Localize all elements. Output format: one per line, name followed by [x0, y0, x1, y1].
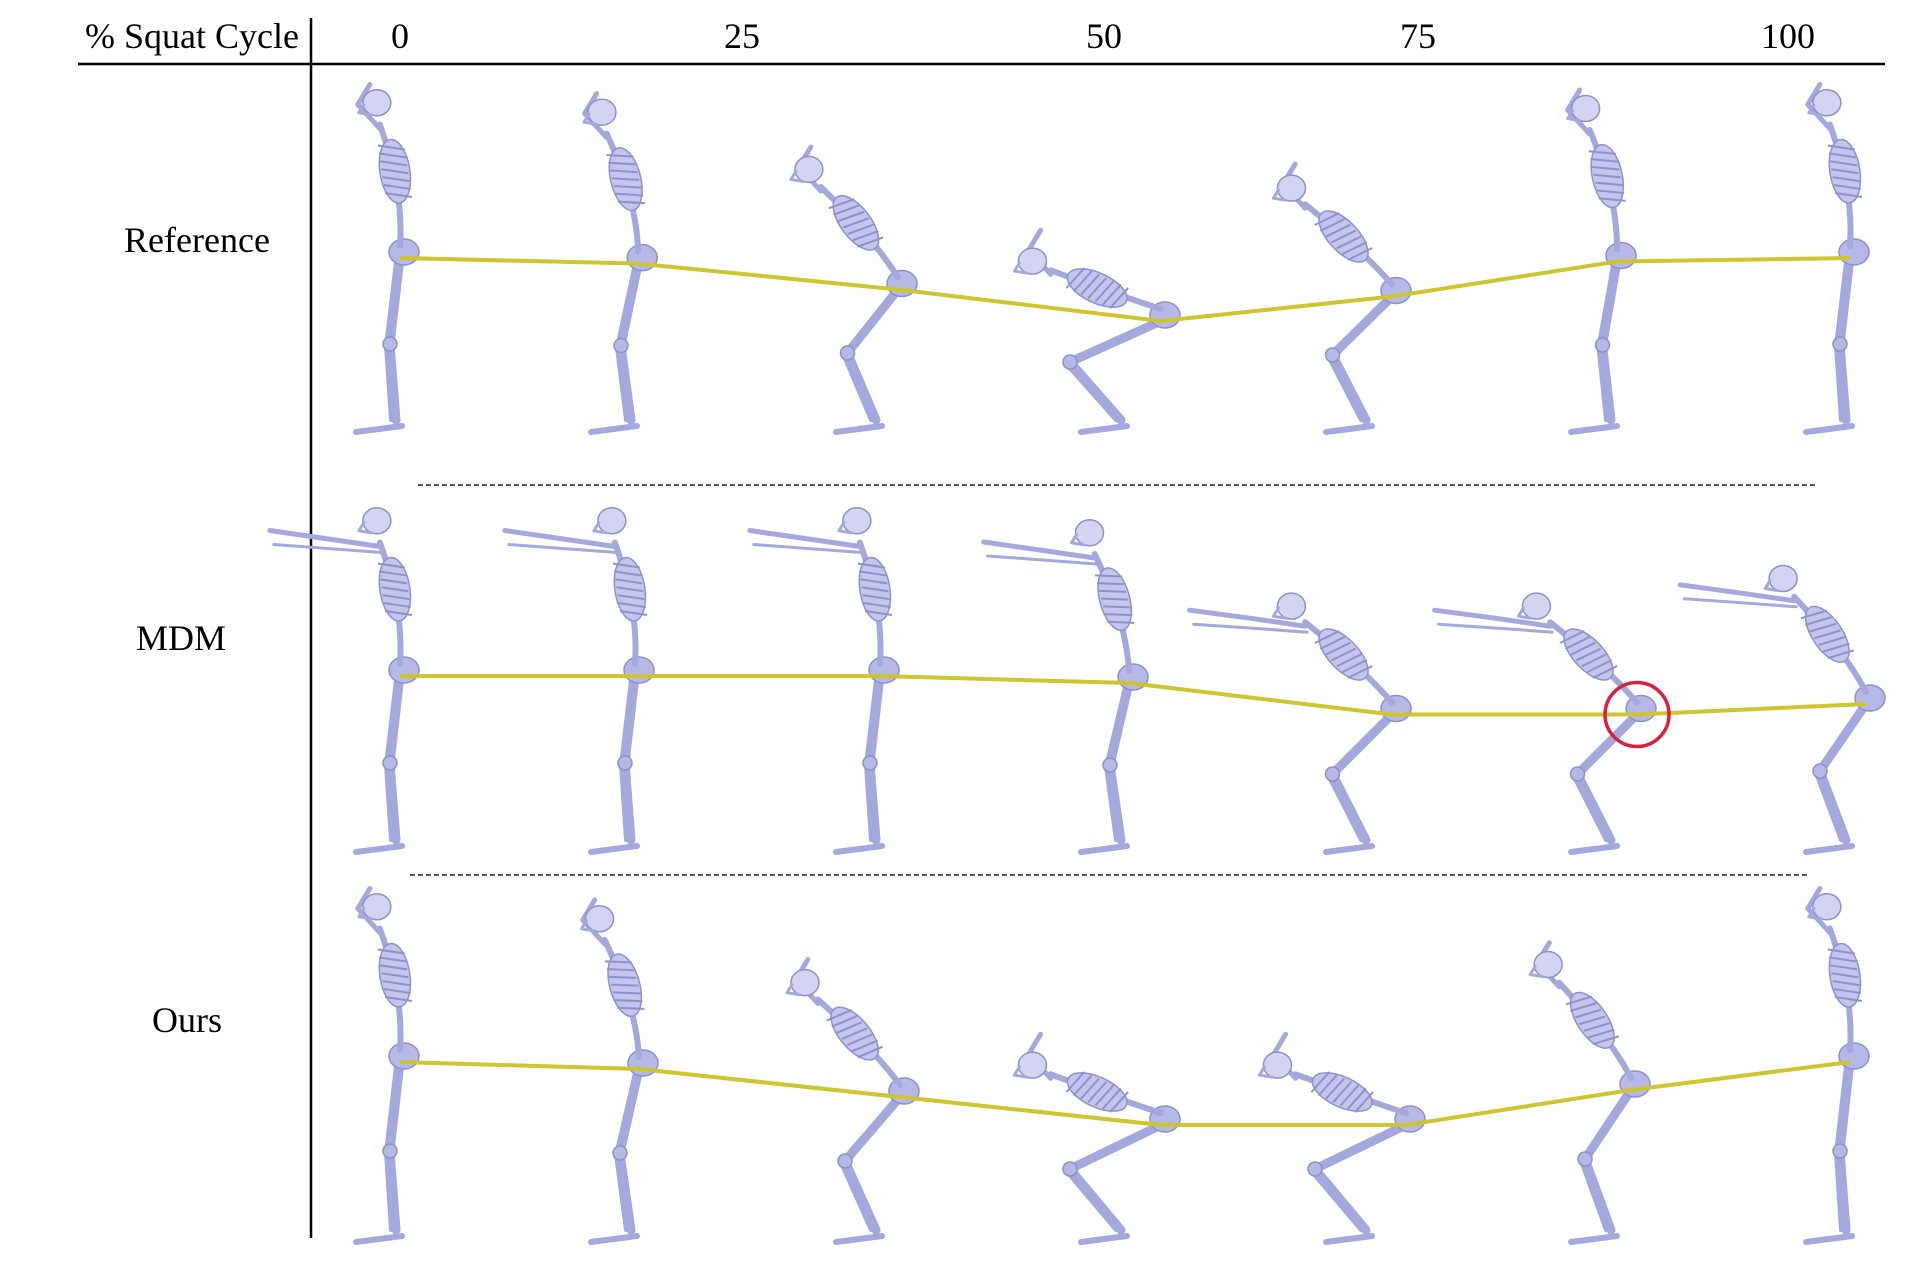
rib-cage	[1065, 267, 1129, 309]
skeleton-figure	[1187, 592, 1412, 855]
skeleton-figure	[1012, 1031, 1181, 1245]
skeleton-figure	[1677, 564, 1886, 855]
row-label-reference: Reference	[124, 220, 270, 260]
row-label-mdm: MDM	[136, 618, 226, 658]
error-highlight-circle	[1603, 680, 1671, 749]
rib-cage	[606, 147, 645, 212]
rib-cage	[1314, 628, 1373, 681]
skeleton-figure	[353, 886, 420, 1245]
rib-cage	[1827, 138, 1863, 204]
skeleton-figure	[1432, 592, 1657, 855]
row-mdm-frames	[267, 507, 1886, 855]
rib-cage	[604, 953, 645, 1018]
rib-cage	[612, 556, 648, 622]
header-tick-100: 100	[1761, 16, 1815, 56]
header-tick-0: 0	[391, 16, 409, 56]
skeleton-figure	[267, 507, 420, 855]
skeleton-figure	[582, 91, 658, 435]
skeleton-figure	[1528, 940, 1651, 1245]
rib-cage	[826, 1006, 883, 1061]
row-reference-frames	[353, 82, 1870, 435]
rib-cage	[857, 556, 893, 622]
rib-cage	[828, 195, 884, 251]
header-tick-25: 25	[724, 16, 760, 56]
rib-cage	[1588, 143, 1626, 209]
rib-cage	[1827, 942, 1863, 1008]
row-ours-frames	[353, 886, 1870, 1245]
header-tick-75: 75	[1400, 16, 1436, 56]
header-tick-50: 50	[1086, 16, 1122, 56]
skeleton-figure	[1257, 1031, 1426, 1245]
rib-cage	[1065, 1071, 1129, 1113]
hip-trajectory-line	[400, 674, 1867, 717]
rib-cage	[377, 556, 413, 622]
skeleton-figure	[353, 82, 420, 435]
rib-cage	[1559, 628, 1618, 681]
skeleton-figure	[1271, 161, 1412, 435]
skeleton-figure	[785, 956, 920, 1245]
hip-trajectory-line	[399, 256, 1851, 324]
rib-cage	[1094, 567, 1135, 632]
skeleton-figure	[747, 507, 900, 855]
skeleton-figure	[1803, 886, 1870, 1245]
row-label-ours: Ours	[152, 1000, 222, 1040]
rib-cage	[377, 138, 413, 204]
rib-cage	[1800, 605, 1855, 663]
rib-cage	[1565, 991, 1620, 1049]
hip-trajectory-line	[399, 1060, 1851, 1127]
header-label: % Squat Cycle	[85, 16, 299, 56]
rib-cage	[1314, 210, 1373, 263]
skeleton-figure	[981, 518, 1149, 855]
skeleton-figure	[1012, 227, 1181, 435]
rib-cage	[377, 942, 413, 1008]
skeleton-figure	[502, 507, 655, 855]
rib-cage	[1310, 1071, 1374, 1113]
